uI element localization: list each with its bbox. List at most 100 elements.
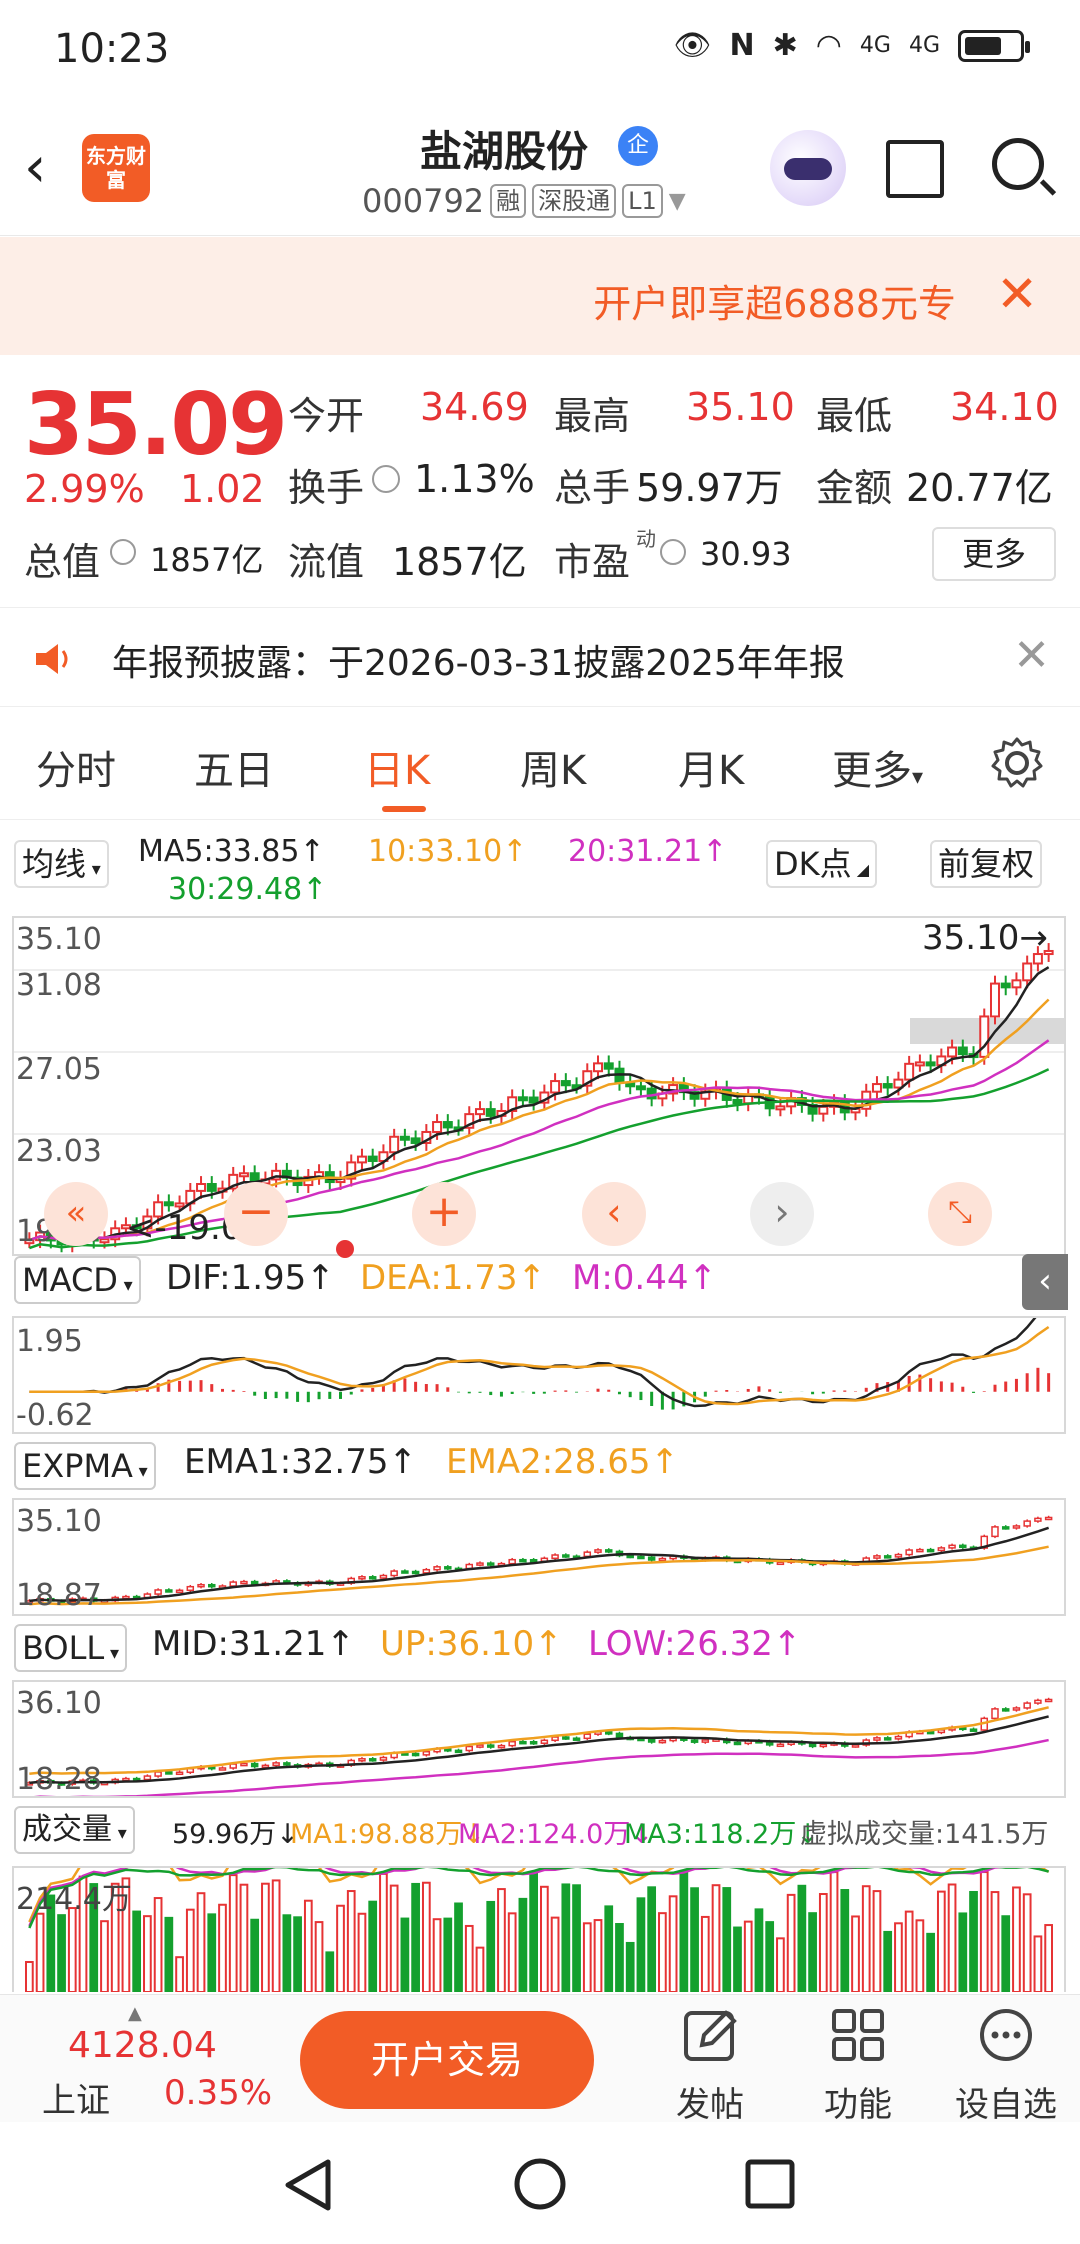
volume-bar [979, 1871, 989, 1992]
dk-point-button[interactable]: DK点 ◢ [766, 840, 878, 888]
ai-assistant-icon[interactable] [770, 130, 846, 206]
candle-body [238, 1172, 249, 1178]
watchlist-button[interactable]: 设自选 [946, 2005, 1066, 2126]
mini-candle-body [604, 1549, 613, 1553]
candle-body [442, 1121, 453, 1129]
mini-candle-body [444, 1748, 452, 1752]
kline-chart[interactable] [14, 918, 1064, 1254]
bottom-toolbar: ▲ 4128.04 上证 0.35% 开户交易 发帖 功能 [0, 1994, 1080, 2125]
marker-dot [336, 1240, 354, 1258]
macd-selector[interactable]: MACD ▾ [14, 1256, 141, 1304]
post-button[interactable]: 发帖 [650, 2005, 770, 2126]
collapse-panel-icon[interactable]: ‹ [1022, 1254, 1068, 1310]
mini-candle-body [175, 1771, 184, 1776]
volume-panel[interactable]: 214.4万 [12, 1866, 1066, 1992]
mini-candle-body [1023, 1702, 1031, 1709]
tab-monthly-k[interactable]: 月K [678, 748, 745, 794]
volume-bar [700, 1915, 710, 1992]
mktcap-label: 总值 [24, 540, 101, 584]
volume-bar [915, 1919, 925, 1992]
tab-intraday[interactable]: 分时 [36, 748, 116, 794]
search-icon[interactable] [992, 138, 1044, 190]
candle-body [689, 1091, 700, 1100]
tab-weekly-k[interactable]: 周K [520, 748, 587, 794]
zoom-out-icon[interactable]: − [224, 1182, 288, 1246]
index-name[interactable]: 上证 [42, 2081, 110, 2121]
share-icon[interactable] [886, 140, 944, 198]
low-label: 最低 [816, 394, 893, 438]
mini-candle-body [218, 1767, 227, 1771]
scroll-left-fast-icon[interactable]: « [44, 1182, 108, 1246]
nav-back-icon[interactable] [282, 2158, 336, 2212]
more-quote-button[interactable]: 更多 [932, 527, 1056, 581]
volume-bar [872, 1890, 882, 1992]
expma-y-top: 35.10 [16, 1504, 102, 1539]
volume-bar [947, 1883, 957, 1992]
notice-bar[interactable]: 年报预披露：于2026-03-31披露2025年年报 ✕ [0, 607, 1080, 707]
mini-candle-body [497, 1744, 506, 1749]
fullscreen-icon[interactable]: ⤡ [928, 1182, 992, 1246]
adjust-button[interactable]: 前复权 [930, 840, 1043, 888]
gear-icon[interactable] [990, 736, 1044, 790]
signal-icon-2: 4G [908, 33, 940, 58]
mini-candle-body [476, 1744, 484, 1748]
boll-panel[interactable]: 36.10 18.28 [12, 1680, 1066, 1798]
expma-panel[interactable]: 35.10 18.87 [12, 1498, 1066, 1616]
candle-body [550, 1080, 561, 1094]
mini-candle-body [529, 1741, 538, 1745]
promo-banner[interactable]: 开户即享超6888元专 ✕ [0, 237, 1080, 355]
candle-body [957, 1046, 968, 1056]
promo-text[interactable]: 开户即享超6888元专 [593, 282, 956, 326]
volume-bar [314, 1921, 324, 1992]
mktcap-value: 1857亿 [150, 541, 264, 579]
enterprise-badge-icon[interactable]: 企 [618, 126, 658, 166]
dif-line [29, 1318, 1037, 1408]
tab-more[interactable]: 更多▾ [832, 748, 924, 794]
expma-selector[interactable]: EXPMA ▾ [14, 1442, 156, 1490]
stock-code-row[interactable]: 000792 融 深股通 L1 ▼ [362, 182, 686, 220]
app-logo[interactable]: 东方财富 [82, 134, 150, 202]
index-value[interactable]: 4128.04 [68, 2025, 217, 2066]
notice-text[interactable]: 年报预披露：于2026-03-31披露2025年年报 [112, 643, 845, 684]
info-icon[interactable] [372, 465, 400, 493]
macd-panel[interactable]: 1.95 -0.62 [12, 1316, 1066, 1434]
scroll-right-icon[interactable]: › [750, 1182, 814, 1246]
tab-daily-k[interactable]: 日K [364, 748, 431, 794]
nav-home-icon[interactable] [512, 2156, 568, 2212]
chart-area[interactable]: 均线 ▾ MA5:33.85↑ 10:33.10↑ 20:31.21↑ 30:2… [0, 820, 1080, 1992]
volume-bar [143, 1915, 152, 1992]
ma-selector[interactable]: 均线 ▾ [14, 840, 109, 888]
volume-bar [936, 1890, 946, 1992]
candle-body [196, 1183, 207, 1192]
volume-bar [389, 1884, 399, 1992]
volume-selector[interactable]: 成交量 ▾ [14, 1806, 135, 1854]
candle-body [410, 1137, 421, 1144]
scroll-left-icon[interactable]: ‹ [582, 1182, 646, 1246]
volume-bar [969, 1890, 978, 1992]
kline-panel[interactable]: 35.10 31.08 27.05 23.03 19.00 35.10→ <-1… [12, 916, 1066, 1258]
info-icon[interactable] [660, 539, 686, 565]
nav-recents-icon[interactable] [744, 2158, 796, 2210]
ema1-line [29, 1526, 1050, 1603]
close-icon[interactable]: ✕ [1013, 630, 1050, 681]
boll-selector[interactable]: BOLL ▾ [14, 1624, 127, 1672]
signal-icon-1: 4G [859, 33, 891, 58]
boll-up: UP:36.10↑ [380, 1624, 563, 1664]
tab-five-day[interactable]: 五日 [194, 748, 274, 794]
index-percent[interactable]: 0.35% [164, 2073, 273, 2113]
open-account-trade-button[interactable]: 开户交易 [300, 2011, 594, 2109]
last-price: 35.09 [24, 375, 288, 475]
zoom-in-icon[interactable]: + [412, 1182, 476, 1246]
mini-candle-body [1044, 1698, 1053, 1703]
edit-icon [684, 2010, 737, 2061]
mini-candle-body [519, 1740, 527, 1745]
back-icon[interactable]: ‹ [24, 135, 47, 200]
mini-candle-body [819, 1743, 828, 1748]
mini-candle-body [422, 1750, 431, 1756]
info-icon[interactable] [110, 539, 136, 565]
functions-button[interactable]: 功能 [798, 2005, 918, 2126]
volume-bar [743, 1920, 753, 1992]
open-label: 今开 [288, 394, 365, 438]
ma30-line [28, 1068, 1050, 1250]
close-icon[interactable]: ✕ [996, 265, 1038, 323]
